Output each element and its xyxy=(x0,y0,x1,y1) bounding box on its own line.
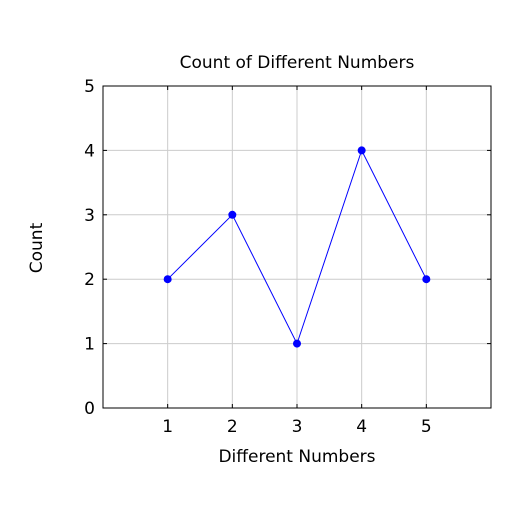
data-point xyxy=(422,275,431,284)
y-tick-label: 1 xyxy=(84,335,95,355)
data-point xyxy=(228,210,237,219)
data-point xyxy=(293,339,301,348)
x-axis-label: Different Numbers xyxy=(218,447,375,467)
data-points xyxy=(163,146,431,348)
x-tick-label: 4 xyxy=(356,417,367,437)
y-axis-label: Count xyxy=(27,222,47,273)
y-tick-label: 4 xyxy=(84,141,95,161)
chart-title: Count of Different Numbers xyxy=(180,53,415,73)
y-tick-label: 2 xyxy=(84,270,95,290)
x-tick-label: 5 xyxy=(421,417,432,437)
x-tick-label: 3 xyxy=(292,417,303,437)
axis-ticks: 1 2 3 4 5 0 1 2 3 4 5 xyxy=(84,77,491,437)
data-point xyxy=(357,146,366,155)
y-tick-label: 0 xyxy=(84,399,95,419)
y-tick-label: 3 xyxy=(84,206,95,226)
y-tick-label: 5 xyxy=(84,77,95,97)
data-point xyxy=(163,275,172,284)
x-tick-label: 1 xyxy=(162,417,173,437)
grid xyxy=(103,86,491,408)
x-tick-label: 2 xyxy=(227,417,238,437)
